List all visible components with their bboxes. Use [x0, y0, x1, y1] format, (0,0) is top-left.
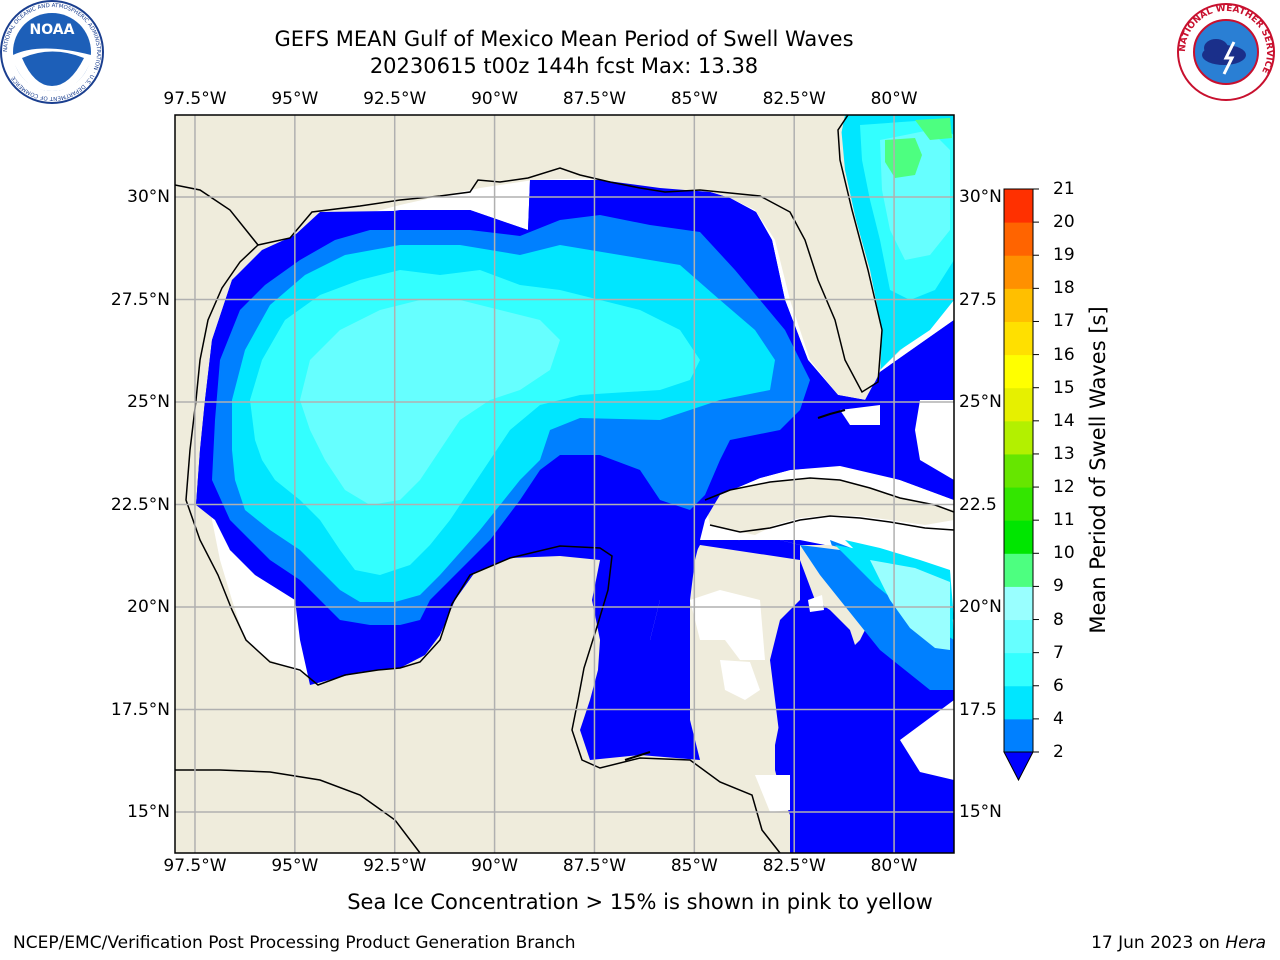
lat-tick-label-left: 15°N — [127, 802, 170, 822]
lon-tick-label-bottom: 80°W — [870, 856, 918, 876]
lat-tick-label-right: 25°N — [959, 392, 1002, 412]
machine-name: Hera — [1225, 933, 1266, 953]
colorbar-tick-label: 18 — [1053, 278, 1075, 299]
map-frame — [174, 114, 955, 854]
caribbean-no-data-3 — [900, 700, 954, 780]
colorbar-segment — [1004, 354, 1033, 389]
lon-tick-label-top: 87.5°W — [562, 89, 627, 109]
lon-tick-label-top: 97.5°W — [163, 89, 227, 109]
colorbar-segment — [1004, 619, 1033, 654]
lat-tick-label-left: 22.5°N — [110, 494, 170, 515]
colorbar-segment — [1004, 321, 1033, 356]
lon-tick-label-top: 92.5°W — [363, 89, 427, 109]
sea-ice-note: Sea Ice Concentration > 15% is shown in … — [347, 890, 933, 914]
caribbean-no-data-2 — [720, 660, 760, 700]
lat-tick-label-right: 15°N — [959, 802, 1002, 822]
colorbar-tick-label: 9 — [1053, 576, 1064, 597]
colorbar — [1003, 188, 1039, 782]
colorbar-tick-label: 21 — [1053, 179, 1075, 199]
credit-line: NCEP/EMC/Verification Post Processing Pr… — [13, 933, 576, 953]
lon-tick-label-top: 85°W — [670, 89, 718, 109]
gulf-no-data-keys — [840, 405, 880, 425]
noaa-logo-text: NOAA — [30, 22, 75, 38]
mexico-land — [175, 115, 880, 853]
caribbean-under-2s-west — [580, 600, 700, 760]
chart-subtitle: 20230615 t00z 144h fcst Max: 13.38 — [369, 54, 759, 78]
lat-tick-label-left: 27.5°N — [110, 289, 170, 310]
lon-tick-label-top: 95°W — [271, 89, 319, 109]
lat-tick-label-right: 20°N — [959, 597, 1002, 617]
florida-peninsula-land — [720, 115, 882, 390]
lat-tick-label-right: 17.5 — [959, 699, 997, 720]
cuba-land — [705, 478, 954, 535]
colorbar-tick-label: 6 — [1053, 675, 1064, 696]
lat-tick-label-left: 20°N — [127, 597, 170, 617]
colorbar-segment — [1004, 453, 1033, 488]
lon-tick-label-bottom: 87.5°W — [562, 856, 627, 876]
gulf-no-data-east — [915, 400, 954, 480]
lat-tick-label-right: 27.5 — [959, 289, 997, 310]
lat-tick-label-right: 30°N — [959, 187, 1002, 207]
colorbar-tick-label: 20 — [1053, 212, 1075, 233]
colorbar-segment — [1004, 520, 1033, 554]
lon-tick-label-bottom: 95°W — [271, 856, 319, 876]
colorbar-tick-label: 10 — [1053, 543, 1075, 564]
colorbar-segment — [1004, 288, 1033, 322]
lon-tick-label-top: 90°W — [471, 89, 519, 109]
lon-tick-label-bottom: 90°W — [471, 856, 519, 876]
gridlines — [175, 115, 954, 853]
lon-tick-label-top: 80°W — [870, 89, 918, 109]
lat-tick-label-right: 22.5 — [959, 494, 997, 515]
lon-tick-label-bottom: 92.5°W — [363, 856, 427, 876]
caribbean-under-2s-redraw — [700, 540, 954, 853]
colorbar-segment — [1004, 487, 1033, 521]
lat-tick-label-left: 17.5°N — [110, 699, 170, 720]
colorbar-segment — [1004, 553, 1033, 587]
colorbar-tick-label: 11 — [1053, 510, 1075, 531]
colorbar-tick-label: 12 — [1053, 477, 1075, 498]
date-text: 17 Jun 2023 on — [1091, 933, 1226, 953]
colorbar-tick-label: 19 — [1053, 245, 1075, 266]
colorbar-title: Mean Period of Swell Waves [s] — [1086, 306, 1110, 634]
lat-tick-label-left: 25°N — [127, 392, 170, 412]
colorbar-segment — [1004, 586, 1033, 621]
colorbar-tick-label: 4 — [1053, 708, 1064, 729]
lon-tick-label-bottom: 85°W — [670, 856, 718, 876]
colorbar-segment — [1004, 189, 1033, 223]
lon-tick-label-bottom: 97.5°W — [163, 856, 227, 876]
caribbean-no-data-4 — [755, 775, 790, 812]
colorbar-frame — [1003, 188, 1034, 753]
colorbar-segment — [1004, 718, 1033, 753]
noaa-logo: NOAA NATIONAL OCEANIC AND ATMOSPHERIC AD… — [0, 0, 104, 104]
colorbar-segment — [1004, 685, 1033, 720]
chart-title: GEFS MEAN Gulf of Mexico Mean Period of … — [274, 27, 854, 51]
colorbar-tick-label: 16 — [1053, 344, 1075, 365]
colorbar-tick-label: 17 — [1053, 311, 1075, 332]
colorbar-segment — [1004, 222, 1033, 256]
caribbean-2-4s — [800, 545, 954, 690]
colorbar-tick-label: 2 — [1053, 742, 1064, 762]
lat-tick-label-left: 30°N — [127, 187, 170, 207]
colorbar-tick-label: 7 — [1053, 642, 1064, 663]
colorbar-segment — [1004, 387, 1033, 422]
colorbar-tick-label: 8 — [1053, 609, 1064, 630]
swell-period-9-10s-atlantic2 — [915, 118, 952, 140]
colorbar-segment — [1004, 255, 1033, 289]
colorbar-under-extension — [1003, 751, 1034, 782]
date-stamp: 17 Jun 2023 on Hera — [1091, 933, 1266, 953]
colorbar-tick-label: 15 — [1053, 377, 1075, 398]
colorbar-tick-label: 14 — [1053, 410, 1075, 431]
lon-tick-label-bottom: 82.5°W — [762, 856, 826, 876]
lon-tick-label-top: 82.5°W — [762, 89, 826, 109]
nws-logo: NATIONAL WEATHER SERVICE — [1177, 3, 1275, 101]
colorbar-segment — [1004, 420, 1033, 455]
colorbar-segment — [1004, 652, 1033, 687]
caribbean-8-9s — [870, 560, 950, 650]
colorbar-tick-label: 13 — [1053, 443, 1075, 464]
